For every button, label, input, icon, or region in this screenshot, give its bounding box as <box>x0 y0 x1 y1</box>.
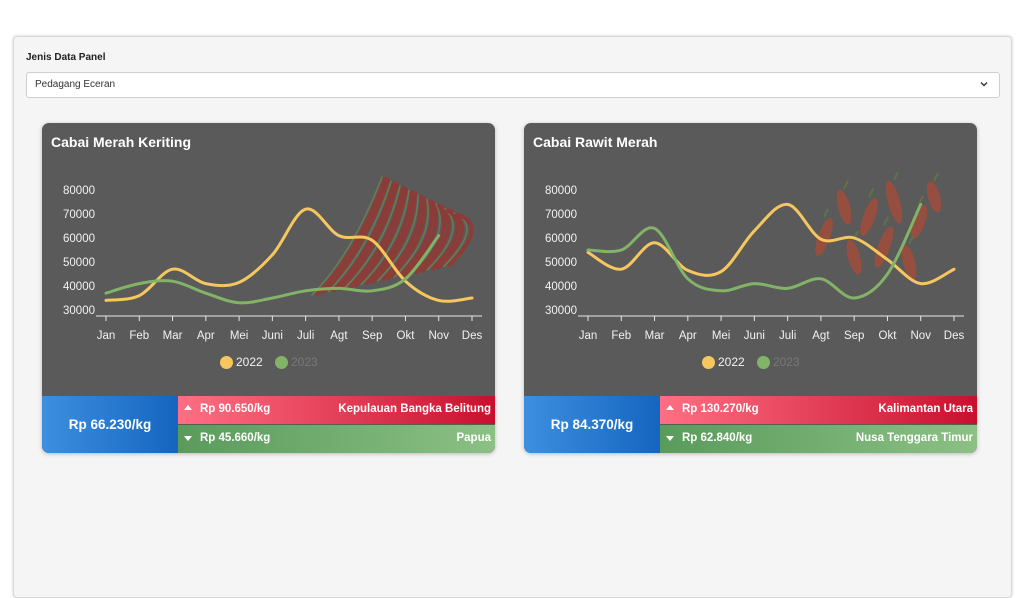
chart-legend: 2022 2023 <box>524 355 977 371</box>
highest-price-region: Kepulauan Bangka Belitung <box>338 403 491 415</box>
lowest-price-row: Rp 62.840/kg Nusa Tenggara Timur <box>660 425 977 453</box>
line-chart: Jan Feb Mar Apr Mei Juni Juli Agt Sep Okt Nov Des 30… <box>545 171 965 342</box>
lowest-price-region: Nusa Tenggara Timur <box>855 432 973 444</box>
average-price: Rp 84.370/kg <box>524 396 660 453</box>
chevron-down-icon <box>980 82 988 87</box>
panel-type-select[interactable]: Pedagang Eceran <box>26 72 1000 98</box>
x-tick-label: Juli <box>779 330 796 342</box>
line-chart: Jan Feb Mar Apr Mei Juni Juli Agt Sep Okt Nov Des 30… <box>63 176 483 342</box>
chart-card-cabai-merah-keriting: Cabai Merah Keriting Jan Feb Mar Apr Mei Juni… <box>42 123 495 453</box>
x-tick-label: Jan <box>579 330 598 342</box>
y-tick-label: 40000 <box>545 281 577 293</box>
arrow-down-icon <box>666 436 674 441</box>
y-tick-label: 80000 <box>63 185 95 197</box>
x-tick-label: Feb <box>611 330 631 342</box>
chart-legend: 2022 2023 <box>42 355 495 371</box>
x-tick-label: Mar <box>645 330 665 342</box>
x-tick-label: Sep <box>844 330 864 342</box>
x-tick-label: Mar <box>163 330 183 342</box>
x-tick-label: Okt <box>397 330 416 342</box>
legend-item-2023[interactable]: 2023 <box>757 355 800 369</box>
x-tick-label: Okt <box>879 330 898 342</box>
lowest-price-row: Rp 45.660/kg Papua <box>178 425 495 453</box>
y-tick-label: 70000 <box>63 209 95 221</box>
legend-item-2022[interactable]: 2022 <box>702 355 745 369</box>
x-tick-label: Juli <box>297 330 314 342</box>
legend-label: 2022 <box>718 355 745 369</box>
legend-item-2022[interactable]: 2022 <box>220 355 263 369</box>
bird-eye-chili-image <box>815 171 942 280</box>
series-line-2023 <box>586 202 923 300</box>
x-tick-label: Sep <box>362 330 382 342</box>
arrow-down-icon <box>184 436 192 441</box>
y-tick-label: 30000 <box>63 305 95 317</box>
y-tick-label: 80000 <box>545 185 577 197</box>
x-tick-label: Apr <box>679 330 697 342</box>
x-tick-label: Juni <box>744 330 765 342</box>
highest-price: Rp 130.270/kg <box>682 403 759 415</box>
x-tick-label: Mei <box>230 330 249 342</box>
highest-price-row: Rp 130.270/kg Kalimantan Utara <box>660 396 977 424</box>
lowest-price: Rp 45.660/kg <box>200 432 271 444</box>
x-tick-label: Juni <box>262 330 283 342</box>
legend-label: 2023 <box>291 355 318 369</box>
legend-swatch <box>275 355 288 369</box>
x-tick-label: Mei <box>712 330 731 342</box>
x-tick-label: Agt <box>812 330 830 342</box>
legend-item-2023[interactable]: 2023 <box>275 355 318 369</box>
red-curly-chili-image <box>311 176 474 296</box>
legend-swatch <box>220 355 233 369</box>
legend-label: 2022 <box>236 355 263 369</box>
y-tick-label: 60000 <box>63 233 95 245</box>
highest-price: Rp 90.650/kg <box>200 403 271 415</box>
chart-title: Cabai Merah Keriting <box>51 134 192 150</box>
lowest-price-region: Papua <box>456 432 491 444</box>
x-tick-label: Feb <box>129 330 149 342</box>
price-summary: Rp 84.370/kg Rp 130.270/kg Kalimantan Ut… <box>524 396 977 453</box>
highest-price-row: Rp 90.650/kg Kepulauan Bangka Belitung <box>178 396 495 424</box>
x-tick-label: Agt <box>330 330 348 342</box>
x-tick-label: Des <box>462 330 483 342</box>
series-line-2022 <box>586 202 956 286</box>
legend-label: 2023 <box>773 355 800 369</box>
x-tick-label: Jan <box>97 330 116 342</box>
x-tick-label: Des <box>944 330 965 342</box>
lowest-price: Rp 62.840/kg <box>682 432 753 444</box>
legend-swatch <box>702 355 715 369</box>
y-tick-label: 40000 <box>63 281 95 293</box>
x-tick-label: Apr <box>197 330 215 342</box>
panel-type-label: Jenis Data Panel <box>26 52 106 63</box>
arrow-up-icon <box>666 405 674 410</box>
x-tick-label: Nov <box>911 330 932 342</box>
price-summary: Rp 66.230/kg Rp 90.650/kg Kepulauan Bang… <box>42 396 495 453</box>
x-tick-label: Nov <box>429 330 450 342</box>
series-line-2023 <box>104 234 441 305</box>
average-price: Rp 66.230/kg <box>42 396 178 453</box>
y-tick-label: 30000 <box>545 305 577 317</box>
series-line-2022 <box>104 207 474 303</box>
chart-title: Cabai Rawit Merah <box>533 134 658 150</box>
highest-price-region: Kalimantan Utara <box>878 403 973 415</box>
arrow-up-icon <box>184 405 192 410</box>
chart-card-cabai-rawit-merah: Cabai Rawit Merah Jan Feb Mar Apr Mei Juni Jul… <box>524 123 977 453</box>
y-tick-label: 50000 <box>63 257 95 269</box>
legend-swatch <box>757 355 770 369</box>
y-tick-label: 60000 <box>545 233 577 245</box>
data-panel: Jenis Data Panel Pedagang Eceran Cabai M… <box>13 36 1012 598</box>
y-tick-label: 70000 <box>545 209 577 221</box>
select-value: Pedagang Eceran <box>35 79 116 90</box>
y-tick-label: 50000 <box>545 257 577 269</box>
